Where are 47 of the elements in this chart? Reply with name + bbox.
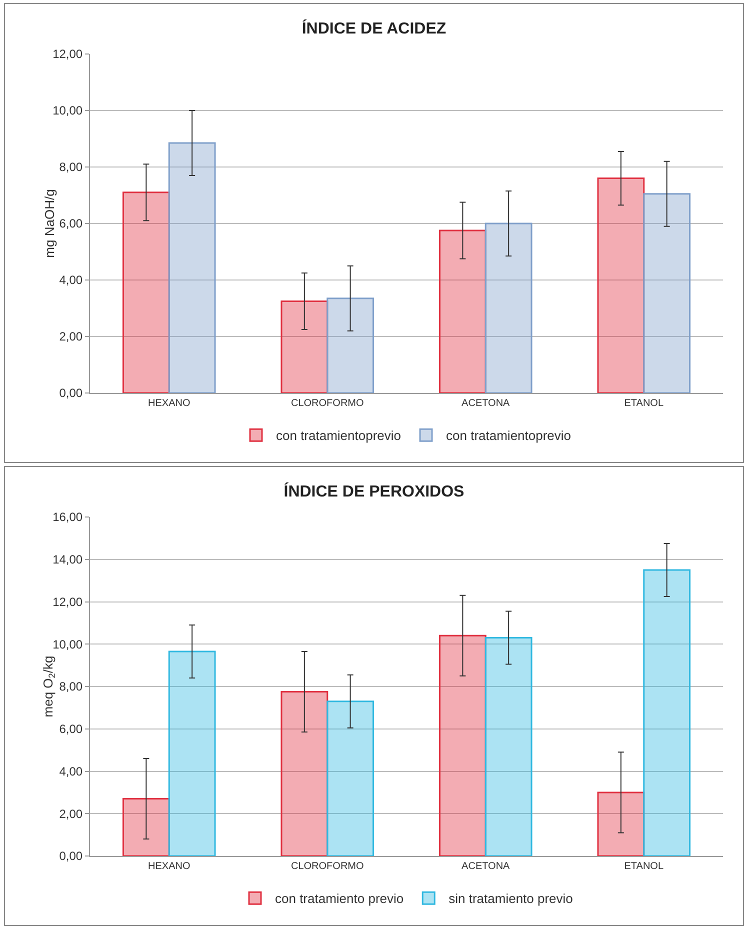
x-tick-label: CLOROFORMO <box>290 861 364 872</box>
y-tick-label: 6,00 <box>59 722 83 736</box>
bar <box>168 142 216 393</box>
bar <box>597 178 645 393</box>
y-tick-label: 8,00 <box>59 680 83 694</box>
bar <box>643 569 691 856</box>
bar <box>438 634 486 856</box>
x-tick-label: ACETONA <box>462 398 510 409</box>
y-tick-label: 2,00 <box>59 330 83 344</box>
chart-title: ÍNDICE DE PEROXIDOS <box>284 482 465 501</box>
bar <box>122 192 170 393</box>
y-tick-label: 4,00 <box>59 764 83 778</box>
y-tick-label: 8,00 <box>59 160 83 174</box>
bar <box>168 650 216 856</box>
bar <box>280 300 328 393</box>
y-tick-label: 10,00 <box>52 637 83 652</box>
bar <box>122 798 170 856</box>
y-tick-label: 10,00 <box>52 104 83 118</box>
x-tick-label: HEXANO <box>148 398 190 409</box>
legend-label: con tratamiento previo <box>275 891 404 906</box>
y-axis-title: mg NaOH/g <box>42 189 57 258</box>
y-tick-label: 12,00 <box>52 47 83 62</box>
x-tick-label: CLOROFORMO <box>290 398 364 409</box>
y-tick-label: 6,00 <box>59 216 83 231</box>
y-tick-label: 12,00 <box>52 594 83 609</box>
bar <box>326 700 374 856</box>
y-tick-label: 14,00 <box>52 552 83 567</box>
y-tick-label: 16,00 <box>52 510 83 524</box>
chart-title: ÍNDICE DE ACIDEZ <box>302 18 446 38</box>
bar <box>484 637 532 856</box>
bar <box>484 222 532 393</box>
x-tick-label: HEXANO <box>148 861 190 872</box>
bar <box>438 230 486 393</box>
legend-label: sin tratamiento previo <box>448 891 573 906</box>
legend-label: con tratamientoprevio <box>446 428 572 444</box>
y-tick-label: 0,00 <box>59 849 83 864</box>
bar <box>326 298 374 393</box>
x-tick-label: ACETONA <box>462 861 510 872</box>
legend-label: con tratamientoprevio <box>276 428 402 444</box>
bar <box>280 691 328 856</box>
bar <box>643 193 691 393</box>
y-tick-label: 0,00 <box>59 386 83 400</box>
y-tick-label: 2,00 <box>59 806 83 821</box>
y-tick-label: 4,00 <box>59 273 83 288</box>
bar <box>597 792 645 856</box>
x-tick-label: ETANOL <box>624 398 664 409</box>
x-tick-label: ETANOL <box>624 861 664 872</box>
